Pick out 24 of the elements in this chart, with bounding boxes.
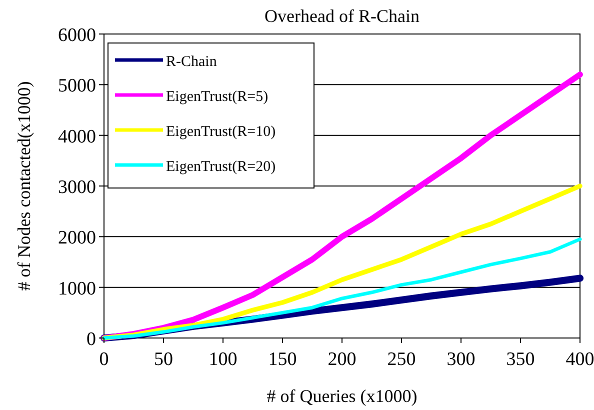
chart-title: Overhead of R-Chain xyxy=(264,6,420,26)
y-tick-label: 0 xyxy=(86,329,96,350)
legend-label: EigenTrust(R=10) xyxy=(166,124,276,140)
x-tick-label: 150 xyxy=(268,349,297,370)
x-tick-label: 50 xyxy=(154,349,173,370)
y-tick-label: 1000 xyxy=(58,278,96,300)
x-tick-label: 0 xyxy=(99,349,109,370)
legend-label: R-Chain xyxy=(166,54,218,70)
x-tick-label: 250 xyxy=(387,349,416,370)
y-tick-label: 4000 xyxy=(58,126,96,148)
y-axis-title: # of Nodes contacted(x1000) xyxy=(14,81,34,291)
y-tick-label: 2000 xyxy=(58,228,96,249)
x-tick-label: 400 xyxy=(566,349,594,370)
x-tick-label: 350 xyxy=(506,349,535,370)
legend-label: EigenTrust(R=20) xyxy=(166,159,276,175)
y-tick-label: 6000 xyxy=(58,25,96,46)
x-tick-label: 300 xyxy=(446,349,476,370)
legend-label: EigenTrust(R=5) xyxy=(166,89,268,105)
x-tick-label: 200 xyxy=(328,349,356,370)
line-series xyxy=(102,237,582,340)
y-tick-label: 5000 xyxy=(58,76,96,97)
x-tick-label: 100 xyxy=(208,349,238,370)
x-axis-title: # of Queries (x1000) xyxy=(266,386,418,406)
y-tick-label: 3000 xyxy=(58,177,96,198)
